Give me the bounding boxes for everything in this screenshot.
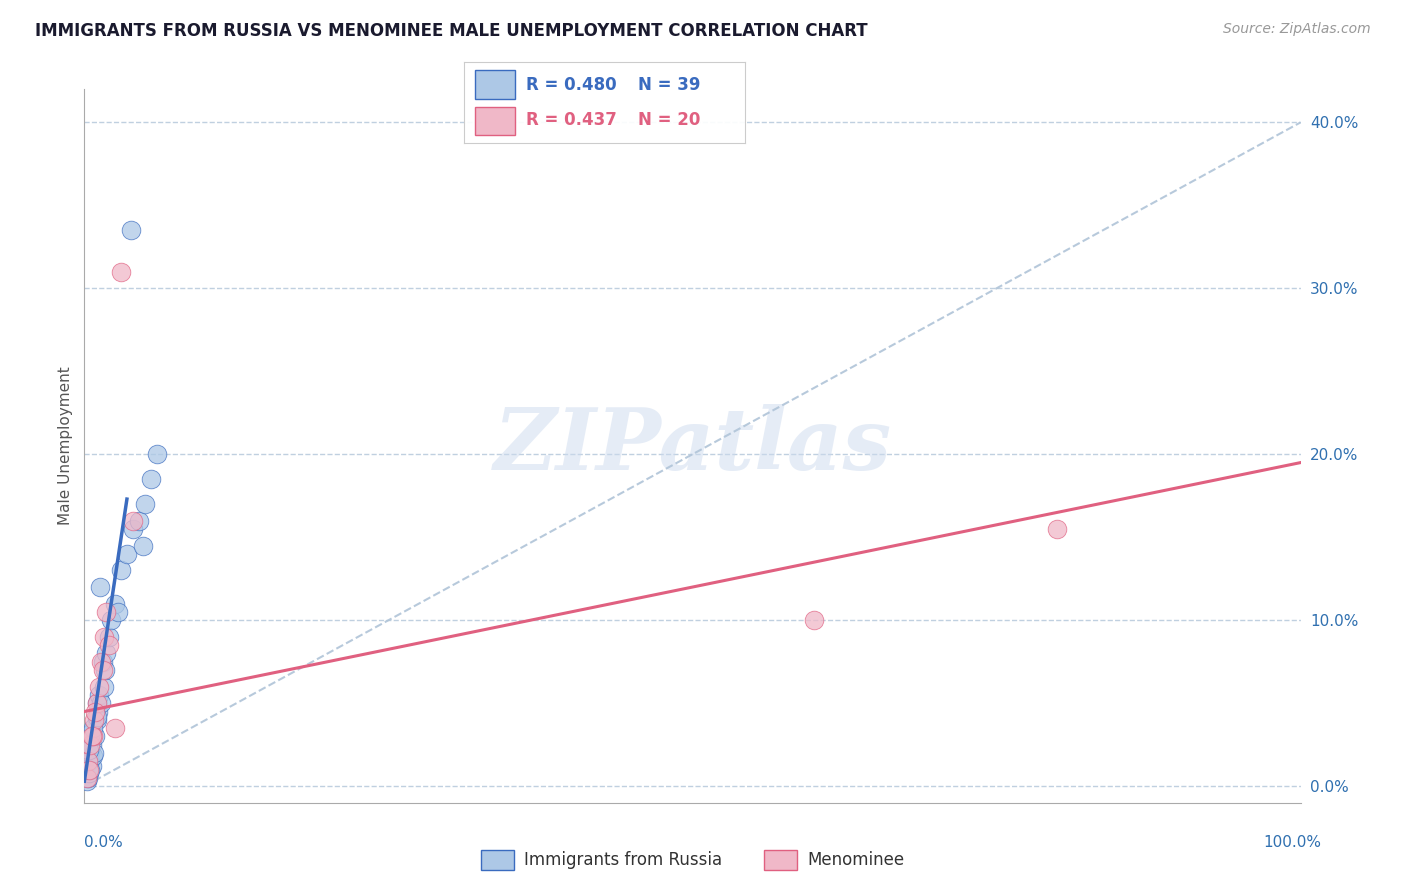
Point bbox=[79, 754, 101, 768]
Point bbox=[82, 730, 104, 744]
Point bbox=[82, 749, 104, 764]
Point bbox=[84, 705, 107, 719]
Text: 0.0%: 0.0% bbox=[84, 836, 124, 850]
Text: N = 20: N = 20 bbox=[638, 112, 700, 129]
Point bbox=[80, 738, 103, 752]
Text: Source: ZipAtlas.com: Source: ZipAtlas.com bbox=[1223, 22, 1371, 37]
Point bbox=[803, 613, 825, 627]
Point bbox=[84, 730, 107, 744]
Point bbox=[97, 630, 120, 644]
Point bbox=[86, 696, 108, 710]
Point bbox=[93, 630, 115, 644]
Point bbox=[87, 680, 110, 694]
Text: R = 0.437: R = 0.437 bbox=[526, 112, 617, 129]
Point bbox=[91, 655, 114, 669]
Point bbox=[87, 688, 110, 702]
Point bbox=[79, 746, 101, 760]
Point bbox=[100, 613, 122, 627]
Point bbox=[146, 447, 169, 461]
Point bbox=[77, 763, 100, 777]
Point bbox=[141, 472, 163, 486]
Point bbox=[97, 638, 120, 652]
Point bbox=[107, 605, 129, 619]
Point bbox=[82, 721, 104, 735]
Point bbox=[80, 726, 103, 740]
Text: 100.0%: 100.0% bbox=[1264, 836, 1322, 850]
Point bbox=[110, 265, 132, 279]
Point bbox=[96, 647, 118, 661]
Point bbox=[134, 497, 156, 511]
Point bbox=[128, 514, 150, 528]
Point bbox=[77, 763, 100, 777]
Point bbox=[79, 738, 101, 752]
Point bbox=[96, 605, 118, 619]
Point bbox=[90, 655, 112, 669]
Point bbox=[86, 713, 108, 727]
Legend: Immigrants from Russia, Menominee: Immigrants from Russia, Menominee bbox=[474, 843, 911, 877]
Point bbox=[87, 705, 110, 719]
Point bbox=[110, 564, 132, 578]
Point bbox=[86, 709, 108, 723]
Point bbox=[104, 721, 127, 735]
Point bbox=[80, 730, 103, 744]
Point bbox=[90, 696, 112, 710]
Text: N = 39: N = 39 bbox=[638, 76, 700, 94]
Point bbox=[86, 696, 108, 710]
Bar bbox=[475, 107, 515, 135]
Point bbox=[1046, 522, 1069, 536]
Point bbox=[132, 539, 155, 553]
Point bbox=[91, 663, 114, 677]
Point bbox=[76, 774, 98, 789]
Point bbox=[77, 754, 100, 768]
Point bbox=[122, 522, 145, 536]
Point bbox=[79, 763, 101, 777]
Text: ZIPatlas: ZIPatlas bbox=[494, 404, 891, 488]
Point bbox=[122, 514, 145, 528]
Bar bbox=[475, 70, 515, 99]
Point bbox=[77, 771, 100, 785]
Text: IMMIGRANTS FROM RUSSIA VS MENOMINEE MALE UNEMPLOYMENT CORRELATION CHART: IMMIGRANTS FROM RUSSIA VS MENOMINEE MALE… bbox=[35, 22, 868, 40]
Point bbox=[104, 597, 127, 611]
Point bbox=[83, 746, 105, 760]
Point bbox=[89, 580, 111, 594]
Point bbox=[77, 742, 100, 756]
Point bbox=[115, 547, 138, 561]
Point bbox=[94, 663, 117, 677]
Point bbox=[93, 680, 115, 694]
Text: R = 0.480: R = 0.480 bbox=[526, 76, 616, 94]
Point bbox=[77, 766, 100, 780]
Point bbox=[76, 771, 98, 785]
Y-axis label: Male Unemployment: Male Unemployment bbox=[58, 367, 73, 525]
Point bbox=[80, 759, 103, 773]
Point bbox=[83, 713, 105, 727]
Point bbox=[120, 223, 142, 237]
